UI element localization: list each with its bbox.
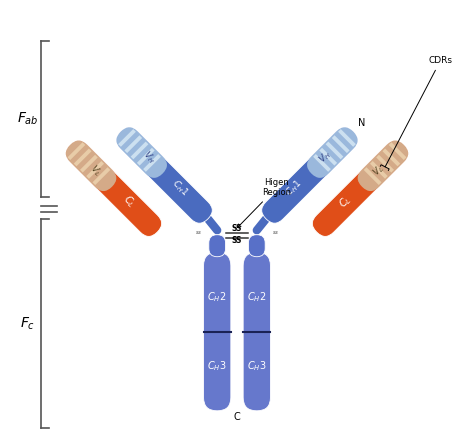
Bar [376, 155, 394, 172]
Bar [137, 148, 155, 166]
FancyBboxPatch shape [312, 140, 408, 237]
Text: $V_L$: $V_L$ [88, 162, 104, 179]
Bar [313, 154, 331, 172]
Text: $C_H2$: $C_H2$ [208, 290, 227, 303]
FancyBboxPatch shape [209, 235, 226, 256]
FancyBboxPatch shape [203, 253, 231, 411]
Text: $C_H1$: $C_H1$ [283, 178, 305, 199]
FancyBboxPatch shape [243, 253, 271, 411]
Text: N: N [358, 118, 366, 128]
FancyBboxPatch shape [117, 127, 167, 178]
Bar [92, 167, 110, 185]
FancyBboxPatch shape [66, 140, 116, 191]
FancyBboxPatch shape [262, 127, 357, 223]
Text: $F_{ab}$: $F_{ab}$ [17, 111, 39, 127]
Bar [143, 154, 161, 172]
Bar [383, 148, 400, 166]
Text: $C_H3$: $C_H3$ [208, 360, 227, 373]
Bar [326, 142, 343, 159]
Bar [124, 135, 142, 153]
Text: CDRs: CDRs [380, 56, 453, 171]
FancyBboxPatch shape [358, 140, 408, 191]
Text: SS: SS [232, 236, 242, 245]
Bar [67, 142, 85, 160]
Bar [364, 167, 382, 185]
FancyBboxPatch shape [66, 140, 162, 237]
Text: $C_H2$: $C_H2$ [247, 290, 266, 303]
Text: $F_c$: $F_c$ [20, 316, 36, 332]
Text: $V_L$: $V_L$ [370, 162, 386, 179]
Bar [74, 148, 91, 166]
Text: $C_H1$: $C_H1$ [169, 178, 191, 199]
FancyBboxPatch shape [307, 127, 357, 178]
Text: $C_L$: $C_L$ [336, 192, 354, 211]
Bar [389, 142, 407, 160]
Text: $V_H$: $V_H$ [140, 148, 158, 167]
Bar [319, 148, 337, 166]
Text: SS: SS [232, 224, 242, 233]
Text: Higen
Region: Higen Region [237, 178, 291, 228]
Text: $C_H3$: $C_H3$ [247, 360, 266, 373]
Bar [338, 129, 356, 147]
Text: C: C [234, 412, 240, 422]
Text: $_{ss}$: $_{ss}$ [195, 228, 202, 237]
Bar [118, 129, 136, 147]
Bar [332, 135, 350, 153]
Bar [86, 161, 104, 179]
Bar [80, 155, 98, 172]
Bar [131, 142, 148, 159]
Text: $V_H$: $V_H$ [316, 148, 334, 167]
Text: $_{ss}$: $_{ss}$ [272, 228, 279, 237]
Bar [370, 161, 388, 179]
FancyBboxPatch shape [248, 235, 265, 256]
FancyBboxPatch shape [117, 127, 212, 223]
Text: $C_L$: $C_L$ [120, 192, 138, 211]
